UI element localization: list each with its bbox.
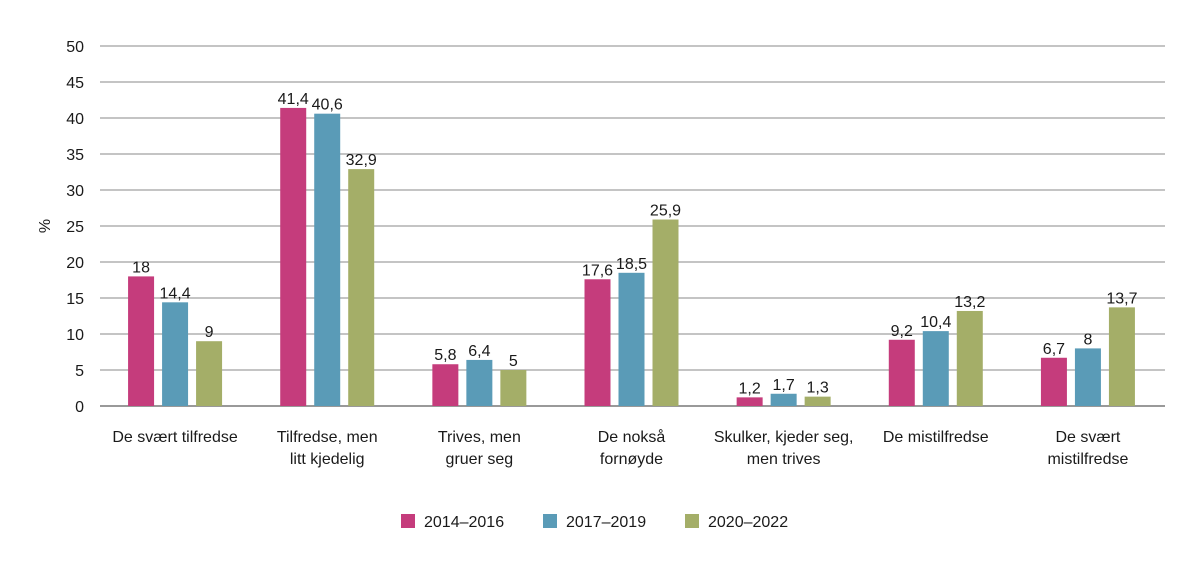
data-label: 1,7 bbox=[773, 377, 795, 394]
legend-swatch bbox=[401, 514, 415, 528]
x-tick-label: De nokså bbox=[598, 428, 666, 446]
y-tick-label: 0 bbox=[75, 399, 84, 416]
bar bbox=[196, 341, 223, 406]
data-label: 32,9 bbox=[346, 152, 377, 169]
bar bbox=[736, 397, 763, 406]
x-tick-label: De svært tilfredse bbox=[112, 429, 237, 446]
y-tick-label: 15 bbox=[66, 291, 84, 308]
x-tick-label: De mistilfredse bbox=[883, 429, 989, 446]
bar bbox=[314, 113, 341, 407]
y-tick-label: 30 bbox=[66, 183, 84, 200]
data-label: 6,7 bbox=[1043, 341, 1065, 358]
bar bbox=[500, 370, 527, 406]
y-tick-label: 25 bbox=[66, 219, 84, 236]
x-tick-label: gruer seg bbox=[446, 451, 514, 468]
data-label: 6,4 bbox=[468, 343, 490, 360]
x-tick-label: fornøyde bbox=[600, 451, 663, 468]
bar bbox=[1108, 307, 1135, 406]
bar bbox=[280, 107, 307, 407]
y-tick-label: 20 bbox=[66, 255, 84, 272]
data-label: 14,4 bbox=[160, 285, 191, 302]
data-label: 13,7 bbox=[1106, 290, 1137, 307]
legend-label: 2017–2019 bbox=[566, 514, 646, 531]
bar bbox=[466, 359, 493, 406]
y-tick-label: 45 bbox=[66, 75, 84, 92]
data-label: 1,3 bbox=[807, 380, 829, 397]
x-tick-label: men trives bbox=[747, 451, 821, 468]
y-tick-label: 35 bbox=[66, 147, 84, 164]
bar bbox=[770, 393, 797, 406]
data-label: 9,2 bbox=[891, 323, 913, 340]
x-tick-label: Skulker, kjeder seg, bbox=[714, 429, 854, 446]
data-label: 17,6 bbox=[582, 262, 613, 279]
x-tick-label: litt kjedelig bbox=[290, 451, 365, 468]
bar bbox=[162, 302, 189, 406]
y-tick-label: 50 bbox=[66, 39, 84, 56]
bar bbox=[1074, 348, 1101, 406]
bar bbox=[584, 279, 611, 406]
legend-swatch bbox=[685, 514, 699, 528]
bar bbox=[888, 339, 915, 406]
bar bbox=[348, 169, 375, 406]
bar bbox=[652, 219, 679, 406]
data-label: 1,2 bbox=[739, 380, 761, 397]
legend-label: 2020–2022 bbox=[708, 514, 788, 531]
y-tick-label: 40 bbox=[66, 111, 84, 128]
data-label: 9 bbox=[205, 324, 214, 341]
data-label: 13,2 bbox=[954, 294, 985, 311]
bar bbox=[432, 364, 459, 406]
data-label: 25,9 bbox=[650, 203, 681, 220]
x-tick-label: Trives, men bbox=[438, 429, 521, 446]
data-label: 5 bbox=[509, 353, 518, 370]
bar bbox=[956, 310, 983, 406]
data-label: 40,6 bbox=[312, 97, 343, 114]
data-label: 18 bbox=[132, 259, 150, 276]
legend-swatch bbox=[543, 514, 557, 528]
bar bbox=[1040, 357, 1067, 406]
bar bbox=[128, 276, 155, 406]
y-axis-label: % bbox=[37, 219, 54, 233]
y-tick-label: 10 bbox=[66, 327, 84, 344]
bar bbox=[804, 396, 831, 406]
data-label: 8 bbox=[1083, 331, 1092, 348]
bar bbox=[922, 331, 949, 406]
x-tick-label: Tilfredse, men bbox=[277, 429, 378, 446]
bar bbox=[618, 272, 645, 406]
y-tick-label: 5 bbox=[75, 363, 84, 380]
x-tick-label: De svært bbox=[1055, 429, 1120, 446]
data-label: 41,4 bbox=[278, 91, 309, 108]
legend-label: 2014–2016 bbox=[424, 514, 504, 531]
data-label: 5,8 bbox=[434, 347, 456, 364]
data-label: 10,4 bbox=[920, 314, 951, 331]
x-tick-label: mistilfredse bbox=[1047, 451, 1128, 468]
data-label: 18,5 bbox=[616, 256, 647, 273]
